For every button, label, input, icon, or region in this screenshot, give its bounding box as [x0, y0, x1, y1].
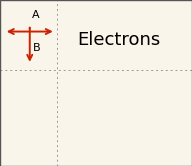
Text: B: B — [33, 43, 40, 53]
Text: Electrons: Electrons — [77, 31, 161, 49]
Text: A: A — [32, 10, 39, 20]
